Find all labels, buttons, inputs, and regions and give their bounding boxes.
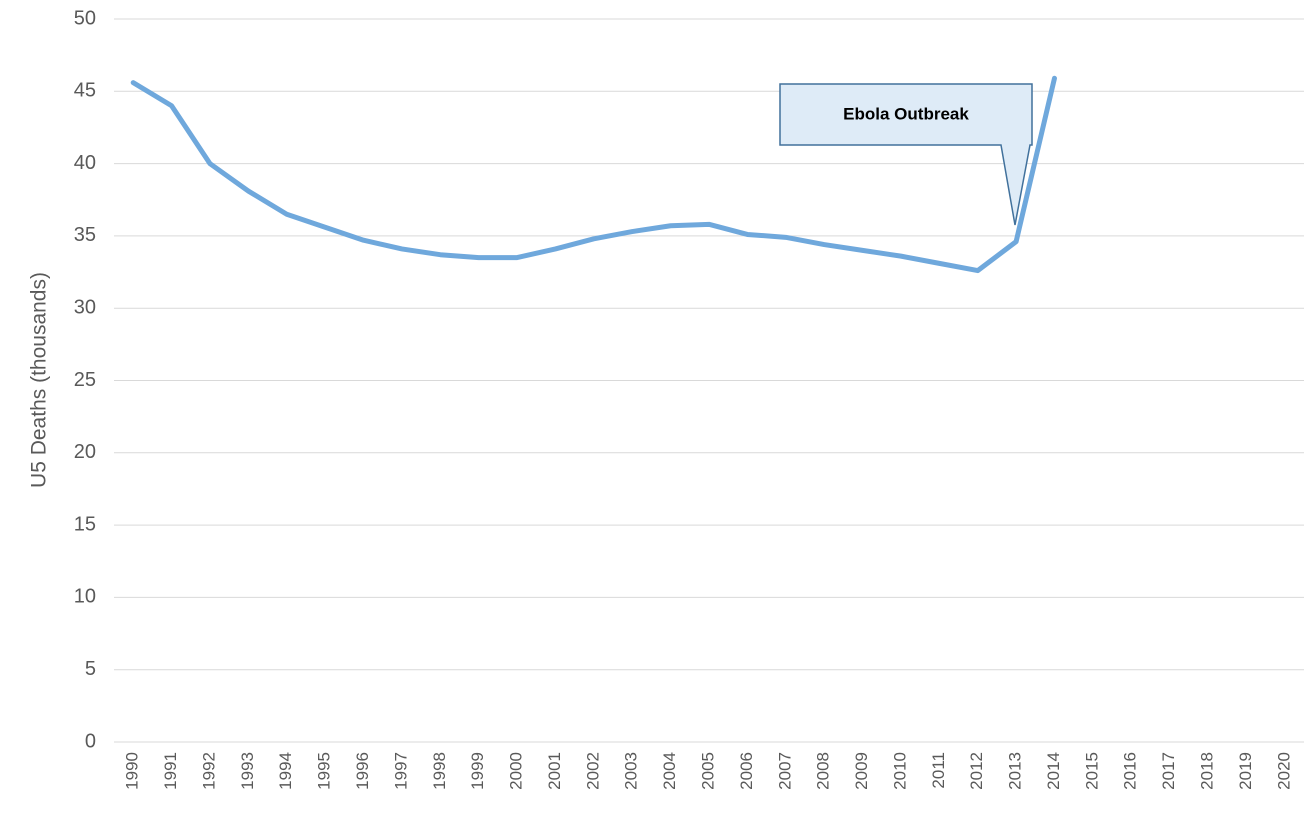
x-tick-label: 2002 [583, 752, 602, 790]
x-tick-label: 2006 [737, 752, 756, 790]
x-tick-label: 2001 [545, 752, 564, 790]
y-tick-label: 15 [74, 513, 96, 535]
x-tick-label: 1991 [161, 752, 180, 790]
x-tick-label: 2003 [622, 752, 641, 790]
y-tick-label: 5 [85, 658, 96, 680]
x-tick-label: 2020 [1274, 752, 1293, 790]
x-tick-label: 1993 [238, 752, 257, 790]
callout-shape [779, 83, 1033, 226]
x-tick-label: 1998 [430, 752, 449, 790]
x-tick-label: 2009 [852, 752, 871, 790]
y-tick-label: 50 [74, 7, 96, 29]
x-tick-label: 2012 [967, 752, 986, 790]
x-tick-label: 2016 [1121, 752, 1140, 790]
x-tick-label: 2015 [1082, 752, 1101, 790]
x-tick-label: 1996 [353, 752, 372, 790]
y-tick-label: 25 [74, 369, 96, 391]
x-tick-label: 2018 [1198, 752, 1217, 790]
x-tick-label: 2010 [890, 752, 909, 790]
x-tick-label: 2011 [929, 752, 948, 789]
y-tick-label: 45 [74, 80, 96, 102]
y-tick-label: 30 [74, 296, 96, 318]
x-tick-label: 2005 [698, 752, 717, 790]
x-tick-label: 1997 [391, 752, 410, 790]
x-tick-label: 1999 [468, 752, 487, 790]
x-tick-label: 1990 [123, 752, 142, 790]
x-tick-label: 2019 [1236, 752, 1255, 790]
x-tick-label: 2013 [1006, 752, 1025, 790]
x-tick-label: 2007 [775, 752, 794, 790]
x-tick-label: 2004 [660, 752, 679, 790]
x-tick-label: 2014 [1044, 752, 1063, 790]
data-line [130, 75, 1057, 274]
annotation-callout: Ebola Outbreak [779, 83, 1033, 226]
annotation-text: Ebola Outbreak [843, 104, 969, 123]
x-tick-label: 1994 [276, 752, 295, 790]
y-tick-label: 10 [74, 586, 96, 608]
y-tick-label: 0 [85, 730, 96, 752]
x-tick-label: 2017 [1159, 752, 1178, 790]
x-tick-label: 2000 [507, 752, 526, 790]
x-tick-label: 1992 [199, 752, 218, 790]
y-tick-label: 35 [74, 224, 96, 246]
y-tick-label: 40 [74, 152, 96, 174]
x-tick-label: 1995 [315, 752, 334, 790]
y-tick-label: 20 [74, 441, 96, 463]
x-tick-label: 2008 [814, 752, 833, 790]
y-axis-title: U5 Deaths (thousands) [28, 272, 51, 488]
